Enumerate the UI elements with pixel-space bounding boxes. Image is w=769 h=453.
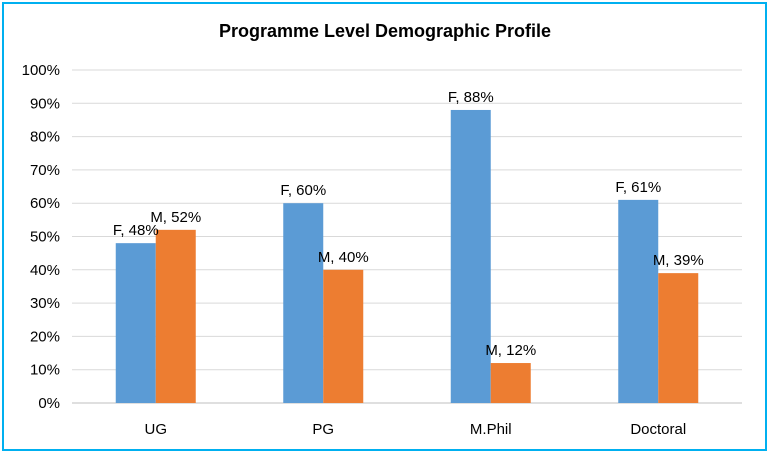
data-label: M, 39% <box>653 252 704 269</box>
bar <box>115 243 156 403</box>
chart-title: Programme Level Demographic Profile <box>219 21 551 41</box>
data-labels: F, 48%M, 52% F, 60% M, 40% F, 88% M, 12% F, 6… <box>113 89 704 359</box>
bars <box>115 109 699 404</box>
bar <box>283 203 324 403</box>
x-axis: UG PG M.Phil Doctoral <box>145 421 687 438</box>
bar <box>658 273 699 403</box>
bar <box>450 109 491 404</box>
y-tick-label: 30% <box>30 295 60 312</box>
data-label: F, 88% <box>448 89 494 106</box>
y-tick-label: 40% <box>30 262 60 279</box>
x-tick-label: M.Phil <box>470 421 512 438</box>
data-label: F, 60% <box>280 182 326 199</box>
x-tick-label: Doctoral <box>630 421 686 438</box>
data-label: M, 12% <box>485 342 536 359</box>
y-tick-label: 20% <box>30 328 60 345</box>
y-axis: 0% 10% 20% 30% 40% 50% 60% 70% 80% 90% 100% <box>22 62 60 412</box>
x-tick-label: PG <box>312 421 334 438</box>
y-tick-label: 90% <box>30 95 60 112</box>
bar <box>490 363 531 403</box>
y-tick-label: 50% <box>30 229 60 246</box>
y-tick-label: 60% <box>30 195 60 212</box>
bar <box>155 229 196 403</box>
y-tick-label: 100% <box>22 62 60 79</box>
y-tick-label: 80% <box>30 129 60 146</box>
y-tick-label: 70% <box>30 162 60 179</box>
bar <box>323 269 364 403</box>
data-label: M, 52% <box>150 209 201 226</box>
y-tick-label: 10% <box>30 362 60 379</box>
data-label: F, 61% <box>615 179 661 196</box>
data-label: F, 48% <box>113 222 159 239</box>
y-tick-label: 0% <box>38 395 60 412</box>
x-tick-label: UG <box>145 421 168 438</box>
bar <box>618 199 659 403</box>
data-label: M, 40% <box>318 249 369 266</box>
